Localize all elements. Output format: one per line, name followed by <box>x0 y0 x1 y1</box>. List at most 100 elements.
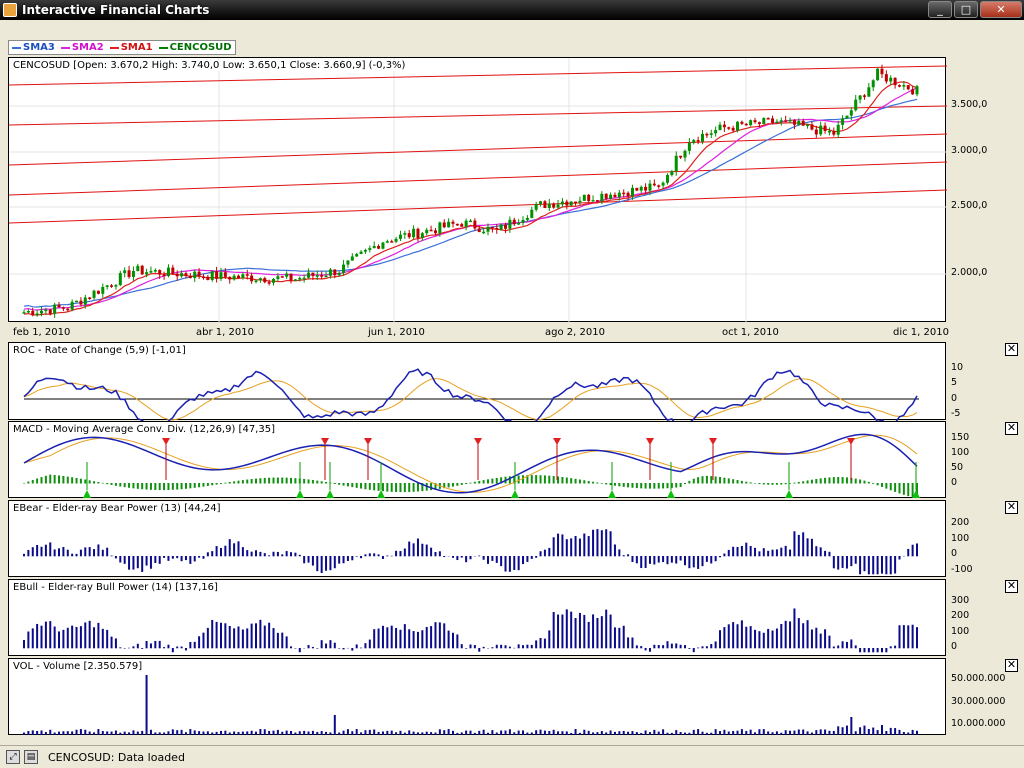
macd-histogram-bar <box>132 483 135 489</box>
legend-sma2[interactable]: SMA2 <box>60 42 104 53</box>
bear-power-bar <box>237 541 240 557</box>
sell-arrow-icon <box>847 438 855 445</box>
price-candle <box>731 127 735 131</box>
fit-icon[interactable]: ⤢ <box>6 750 20 764</box>
price-candle <box>57 304 61 308</box>
macd-y-label: 150 <box>951 432 970 443</box>
price-candle <box>420 233 424 238</box>
bull-power-bar <box>176 646 179 649</box>
macd-histogram-bar <box>228 481 231 484</box>
price-chart-panel[interactable]: CENCOSUD [Open: 3.670,2 High: 3.740,0 Lo… <box>8 57 947 323</box>
volume-bar <box>902 731 905 735</box>
bear-power-bar <box>600 530 603 557</box>
price-candle <box>565 201 569 206</box>
bear-power-bar <box>460 556 463 558</box>
volume-bar <box>281 731 284 735</box>
macd-histogram-bar <box>259 478 262 484</box>
bear-power-bar <box>880 556 883 574</box>
close-bear-panel-button[interactable]: ✕ <box>1005 500 1018 514</box>
bull-power-panel[interactable]: EBull - Elder-ray Bull Power (14) [137,1… <box>8 579 946 656</box>
bear-power-bar <box>399 551 402 557</box>
buy-arrow-icon <box>377 490 385 498</box>
bull-power-bar <box>622 625 625 649</box>
date-axis-label: jun 1, 2010 <box>368 327 425 338</box>
bull-power-bar <box>898 625 901 649</box>
volume-bar <box>574 729 577 735</box>
bull-panel-title: EBull - Elder-ray Bull Power (14) [137,1… <box>13 582 218 593</box>
macd-histogram-bar <box>167 483 170 490</box>
bull-power-bar <box>224 623 227 649</box>
price-candle <box>363 249 367 252</box>
macd-histogram-bar <box>294 478 297 484</box>
bull-power-bar <box>688 648 691 649</box>
legend-sma1[interactable]: SMA1 <box>109 42 153 53</box>
volume-bar <box>40 730 43 735</box>
volume-bar <box>114 730 117 735</box>
volume-bar <box>285 730 288 735</box>
bull-power-bar <box>416 631 419 649</box>
price-candle <box>469 220 472 223</box>
bear-power-bar <box>578 538 581 557</box>
macd-histogram-bar <box>233 481 236 484</box>
price-candle <box>171 267 175 274</box>
bear-power-bar <box>872 556 875 575</box>
bull-power-bar <box>430 626 433 649</box>
bear-power-bar <box>456 556 459 561</box>
legend-sma3[interactable]: SMA3 <box>12 42 55 53</box>
macd-histogram-bar <box>237 480 240 484</box>
roc-chart-canvas[interactable] <box>9 343 947 421</box>
bear-power-bar <box>36 544 39 557</box>
maximize-button[interactable]: □ <box>954 1 978 18</box>
macd-histogram-bar <box>644 483 647 489</box>
volume-bar <box>767 731 770 735</box>
volume-chart-canvas[interactable] <box>9 659 947 736</box>
bull-chart-canvas[interactable] <box>9 580 947 657</box>
bear-power-bar <box>193 556 196 562</box>
bull-power-bar <box>325 643 328 649</box>
volume-bar <box>434 732 437 735</box>
print-icon[interactable]: ▤ <box>24 750 38 764</box>
bear-power-bar <box>75 553 78 557</box>
bear-power-bar <box>373 553 376 557</box>
macd-histogram-bar <box>885 483 888 489</box>
macd-histogram-bar <box>23 483 25 484</box>
price-chart-canvas[interactable] <box>9 58 947 323</box>
volume-bar <box>732 731 735 735</box>
bear-power-bar <box>557 533 560 557</box>
bear-power-bar <box>609 531 612 557</box>
close-bull-panel-button[interactable]: ✕ <box>1005 579 1018 593</box>
volume-bar <box>867 729 870 735</box>
bear-power-panel[interactable]: EBear - Elder-ray Bear Power (13) [44,24… <box>8 500 946 577</box>
price-candle <box>123 270 127 274</box>
volume-bar <box>75 729 78 735</box>
bear-power-bar <box>136 556 139 569</box>
bear-power-bar <box>119 556 122 563</box>
bear-power-bar <box>268 555 271 557</box>
price-candle <box>53 304 57 314</box>
close-roc-panel-button[interactable]: ✕ <box>1005 342 1018 356</box>
roc-panel[interactable]: ROC - Rate of Change (5,9) [-1,01] <box>8 342 947 421</box>
close-window-button[interactable]: ✕ <box>980 1 1022 18</box>
macd-histogram-bar <box>368 483 371 490</box>
bear-power-bar <box>416 538 419 557</box>
price-candle <box>333 269 337 276</box>
bull-power-bar <box>311 646 314 649</box>
volume-panel[interactable]: VOL - Volume [2.350.579] <box>8 658 946 735</box>
macd-histogram-bar <box>762 483 765 485</box>
macd-histogram-bar <box>600 483 603 484</box>
legend-cencosud[interactable]: CENCOSUD <box>158 42 232 53</box>
macd-histogram-bar <box>202 483 205 487</box>
bear-chart-canvas[interactable] <box>9 501 947 578</box>
bull-power-bar <box>377 628 380 649</box>
price-candle <box>464 220 468 227</box>
macd-histogram-bar <box>88 480 91 484</box>
macd-line <box>23 433 918 494</box>
bear-power-bar <box>215 546 218 557</box>
close-volume-panel-button[interactable]: ✕ <box>1005 658 1018 672</box>
macd-panel[interactable]: MACD - Moving Average Conv. Div. (12,26,… <box>8 421 947 499</box>
bull-power-bar <box>338 648 341 649</box>
minimize-button[interactable]: _ <box>928 1 952 18</box>
macd-chart-canvas[interactable] <box>9 422 947 499</box>
price-candle <box>293 279 297 281</box>
close-macd-panel-button[interactable]: ✕ <box>1005 421 1018 435</box>
